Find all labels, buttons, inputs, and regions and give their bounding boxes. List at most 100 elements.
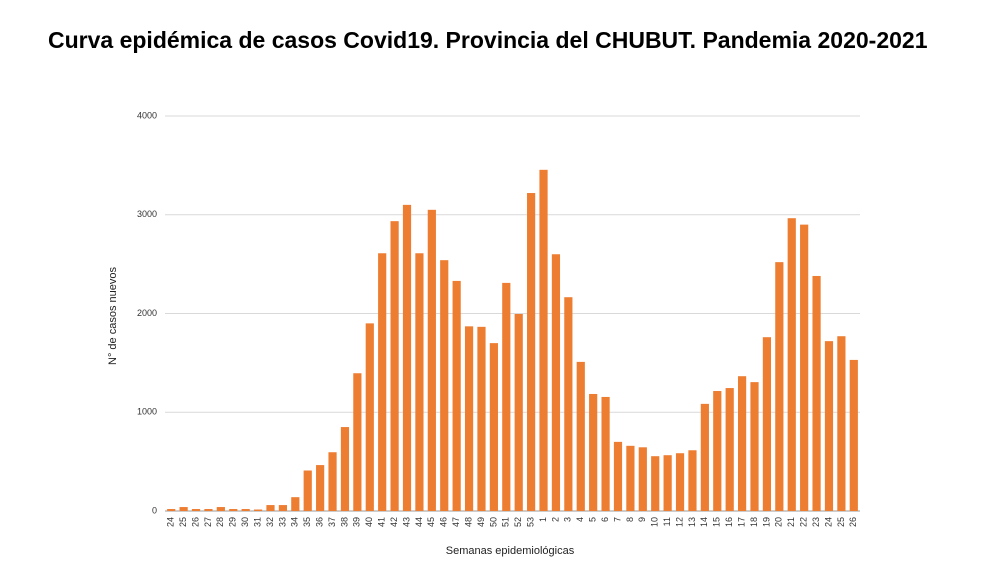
y-tick-label: 1000 (137, 407, 157, 417)
bar (638, 447, 647, 511)
x-tick-label: 9 (637, 517, 647, 522)
x-tick-label: 43 (401, 517, 411, 527)
bar (787, 218, 796, 512)
x-tick-label: 18 (749, 517, 759, 527)
chart-title: Curva epidémica de casos Covid19. Provin… (48, 27, 928, 53)
x-tick-label: 14 (699, 517, 709, 527)
x-tick-label: 35 (302, 517, 312, 527)
bar (663, 455, 672, 511)
x-tick-label: 3 (563, 517, 573, 522)
x-tick-label: 48 (463, 517, 473, 527)
x-tick-label: 26 (190, 517, 200, 527)
bar (564, 297, 573, 511)
bar (713, 391, 722, 511)
bar (762, 337, 772, 511)
x-tick-label: 11 (662, 517, 672, 526)
bar (167, 509, 176, 511)
bar (415, 253, 424, 511)
bar (316, 465, 325, 511)
x-tick-label: 49 (476, 517, 486, 527)
bar (651, 456, 660, 511)
bar (278, 505, 287, 511)
x-tick-label: 46 (439, 517, 449, 527)
bar (365, 323, 374, 511)
x-tick-label: 4 (575, 517, 585, 522)
x-tick-label: 40 (364, 517, 374, 527)
x-tick-label: 51 (501, 517, 511, 527)
x-tick-label: 29 (228, 517, 238, 527)
bar (613, 441, 623, 511)
bar (800, 224, 809, 511)
x-tick-label: 26 (848, 517, 858, 527)
bar (527, 193, 536, 511)
x-tick-label: 12 (674, 517, 684, 527)
x-tick-label: 44 (414, 517, 424, 527)
x-tick-label: 10 (650, 517, 660, 527)
x-tick-label: 22 (799, 517, 809, 527)
x-tick-label: 20 (774, 517, 784, 527)
x-tick-label: 41 (377, 517, 387, 527)
x-tick-label: 24 (823, 517, 833, 527)
x-tick-label: 7 (612, 517, 622, 522)
bar (253, 509, 263, 511)
bar (378, 253, 387, 511)
x-tick-label: 32 (265, 517, 275, 527)
x-tick-label: 27 (203, 517, 213, 527)
bar (390, 221, 399, 511)
x-tick-label: 1 (538, 517, 548, 522)
bar (576, 361, 585, 511)
bar (229, 509, 238, 511)
y-tick-label: 0 (152, 505, 157, 515)
y-axis-title: N° de casos nuevos (107, 267, 119, 365)
x-tick-label: 8 (625, 517, 635, 522)
bar (303, 470, 312, 511)
bar (328, 452, 337, 511)
x-tick-label: 31 (252, 517, 262, 527)
x-tick-label: 53 (525, 517, 535, 527)
x-tick-label: 33 (277, 517, 287, 527)
x-tick-label: 19 (761, 517, 771, 527)
x-tick-label: 37 (327, 517, 337, 527)
bar (291, 497, 300, 511)
x-tick-label: 24 (166, 517, 176, 527)
bar (353, 373, 362, 511)
bar (551, 254, 561, 511)
x-tick-label: 45 (426, 517, 436, 527)
bar (204, 509, 213, 511)
bar (179, 507, 188, 511)
x-tick-label: 47 (451, 517, 461, 527)
bar (452, 280, 461, 511)
x-tick-label: 30 (240, 517, 250, 527)
bar (700, 403, 709, 511)
x-axis-title: Semanas epidemiológicas (446, 545, 575, 557)
bar (477, 326, 486, 511)
bar (849, 359, 858, 511)
bar (601, 396, 610, 511)
bar (191, 509, 201, 511)
x-tick-label: 38 (339, 517, 349, 527)
bar (626, 445, 635, 511)
x-tick-label: 23 (811, 517, 821, 527)
bar (539, 169, 548, 511)
bar (824, 341, 834, 511)
bar (514, 313, 523, 511)
x-tick-label: 52 (513, 517, 523, 527)
bar (440, 260, 449, 511)
x-tick-label: 6 (600, 517, 610, 522)
bar (688, 450, 697, 511)
x-tick-label: 50 (488, 517, 498, 527)
x-tick-label: 39 (352, 517, 362, 527)
x-tick-label: 36 (315, 517, 325, 527)
x-tick-label: 2 (550, 517, 560, 522)
bar (750, 382, 759, 511)
bar (812, 275, 821, 511)
bar (464, 326, 474, 511)
x-tick-label: 34 (290, 517, 300, 527)
bar (241, 509, 250, 511)
x-tick-label: 25 (178, 517, 188, 527)
x-tick-label: 16 (724, 517, 734, 527)
x-tick-label: 15 (712, 517, 722, 527)
x-tick-label: 17 (736, 517, 746, 527)
x-tick-label: 5 (588, 517, 598, 522)
